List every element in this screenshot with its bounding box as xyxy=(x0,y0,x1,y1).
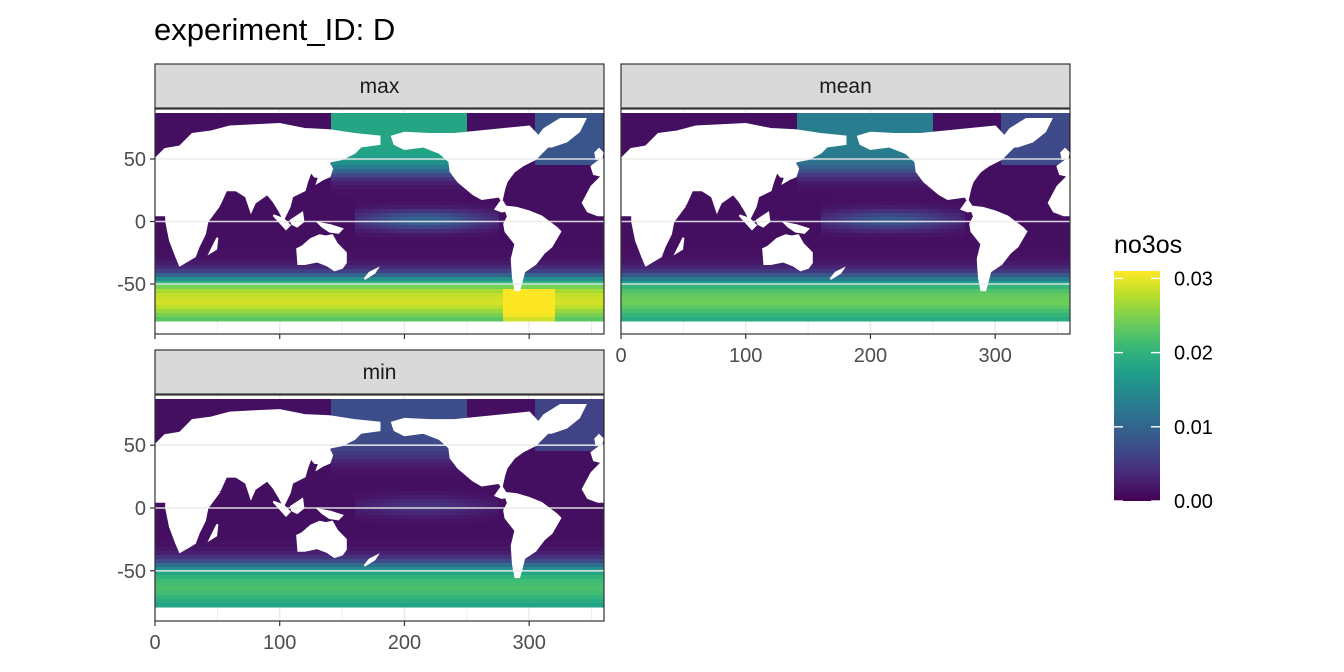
x-tick-label: 0 xyxy=(149,632,160,654)
x-tick-label: 200 xyxy=(388,632,421,654)
legend-tick-label: 0.00 xyxy=(1174,491,1213,513)
y-tick-label: 50 xyxy=(124,149,146,171)
facet-max: max 50 0 -50 xyxy=(117,63,605,339)
legend-tick-label: 0.01 xyxy=(1174,417,1213,439)
legend: no3os 0.00 0.01 0.02 0.03 xyxy=(1114,231,1213,513)
x-tick-label: 300 xyxy=(978,345,1011,367)
x-tick-label: 100 xyxy=(263,632,296,654)
y-tick-label: 0 xyxy=(135,498,146,520)
facet-panels: max 50 0 -50 mean 0 100 200 300 min 50 0 -50 0 100 200 3… xyxy=(117,63,1071,654)
facet-mean: mean 0 100 200 300 xyxy=(615,63,1071,367)
gridlines-overlay xyxy=(621,158,1070,285)
land-mean xyxy=(621,118,1070,292)
strip-label-min: min xyxy=(363,361,397,384)
x-tick-label: 0 xyxy=(615,345,626,367)
ocean-field-mean xyxy=(621,113,1070,322)
strip-label-mean: mean xyxy=(819,75,872,98)
legend-tick-label: 0.03 xyxy=(1174,268,1213,290)
strip-mean xyxy=(620,63,1071,109)
gridlines-overlay xyxy=(155,444,604,572)
x-tick-label: 100 xyxy=(729,345,762,367)
strip-label-max: max xyxy=(360,75,400,98)
y-tick-label: -50 xyxy=(117,274,146,296)
x-tick-label: 200 xyxy=(854,345,887,367)
gridlines-overlay xyxy=(155,158,604,285)
strip-max xyxy=(154,63,605,109)
y-tick-label: 50 xyxy=(124,435,146,457)
facet-min: min 50 0 -50 0 100 200 300 xyxy=(117,349,605,654)
panel-border xyxy=(620,108,1071,335)
strip-min xyxy=(154,349,605,395)
y-tick-label: -50 xyxy=(117,561,146,583)
x-tick-label: 300 xyxy=(512,632,545,654)
legend-tick-label: 0.02 xyxy=(1174,343,1213,365)
legend-title: no3os xyxy=(1114,231,1182,259)
y-tick-label: 0 xyxy=(135,212,146,234)
chart-title: experiment_ID: D xyxy=(154,12,395,47)
colorbar xyxy=(1114,271,1160,501)
